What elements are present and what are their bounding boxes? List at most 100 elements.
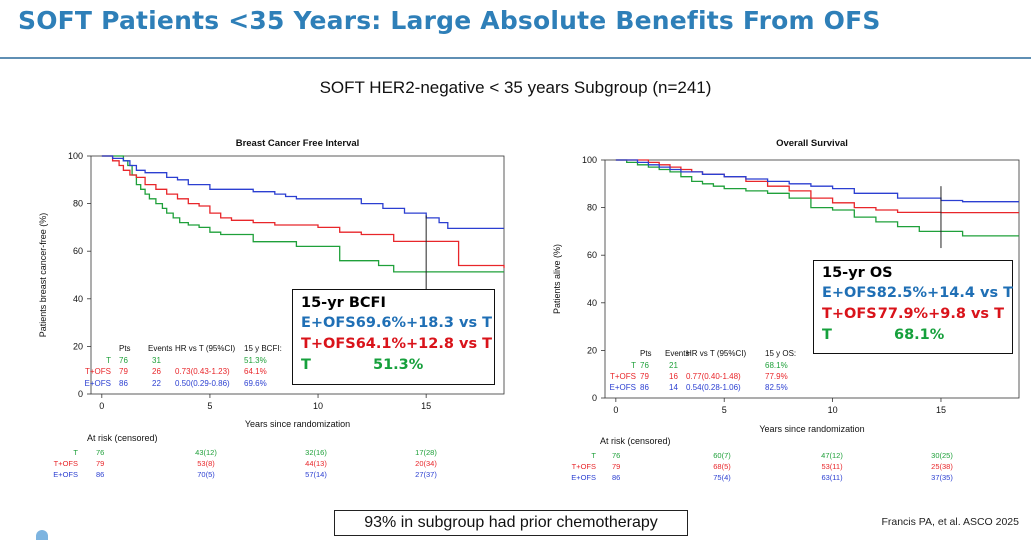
at-risk-value: 47(12) xyxy=(821,451,843,460)
x-axis-label: Years since randomization xyxy=(759,424,864,434)
prior-chemo-footnote: 93% in subgroup had prior chemotherapy xyxy=(334,510,688,536)
plot-frame xyxy=(604,159,1020,399)
at-risk-value: 27(37) xyxy=(415,470,437,479)
legend-events: 21 xyxy=(669,361,678,370)
km-curve-t-ofs xyxy=(615,159,1019,214)
at-risk-value: 75(4) xyxy=(713,473,731,482)
at-risk-arm: T xyxy=(591,451,596,460)
y-tick-label: 40 xyxy=(587,298,597,308)
at-risk-arm: E+OFS xyxy=(571,473,596,482)
legend-hr: 0.77(0.40-1.48) xyxy=(686,372,741,381)
y-tick-label: 0 xyxy=(78,389,83,399)
summary-arm: T+OFS xyxy=(301,336,356,352)
legend-hr: 0.50(0.29-0.86) xyxy=(175,379,230,388)
at-risk-value: 79 xyxy=(96,459,104,468)
legend-events: 26 xyxy=(152,367,161,376)
legend-events: 16 xyxy=(669,372,678,381)
at-risk-label: At risk (censored) xyxy=(87,433,158,443)
at-risk-value: 20(34) xyxy=(415,459,437,468)
legend-pts: 76 xyxy=(640,361,649,370)
y-tick-label: 60 xyxy=(73,246,83,256)
legend-header: HR vs T (95%CI) xyxy=(175,344,235,353)
logo-fragment xyxy=(36,530,48,540)
at-risk-arm: T+OFS xyxy=(572,462,596,471)
legend-events: 31 xyxy=(152,356,161,365)
summary-delta: +14.4 vs T xyxy=(927,285,1014,301)
at-risk-value: 25(38) xyxy=(931,462,953,471)
legend-rate: 69.6% xyxy=(244,379,267,388)
y-tick-label: 100 xyxy=(68,151,83,161)
x-tick-label: 0 xyxy=(99,401,104,411)
legend-rate: 64.1% xyxy=(244,367,267,376)
at-risk-value: 57(14) xyxy=(305,470,327,479)
summary-rate: 51.3% xyxy=(373,357,424,373)
at-risk-value: 43(12) xyxy=(195,448,217,457)
at-risk-value: 32(16) xyxy=(305,448,327,457)
km-curve-t-ofs xyxy=(101,155,505,268)
os-summary-row-t: T 68.1% xyxy=(822,325,1004,346)
title-divider xyxy=(0,57,1031,59)
bcfi-summary-row-eofs: E+OFS 69.6% +18.3 vs T xyxy=(301,313,492,334)
summary-arm: E+OFS xyxy=(822,285,877,301)
legend-pts: 79 xyxy=(640,372,649,381)
os-summary-row-tofs: T+OFS 77.9% +9.8 vs T xyxy=(822,304,1004,325)
km-curve-e-ofs xyxy=(101,155,504,230)
y-tick-label: 100 xyxy=(582,155,597,165)
legend-events: 22 xyxy=(152,379,161,388)
x-tick-label: 15 xyxy=(421,401,431,411)
y-axis-label: Patients alive (%) xyxy=(552,244,562,314)
legend-arm: E+OFS xyxy=(85,379,111,388)
legend-header: HR vs T (95%CI) xyxy=(686,349,746,358)
at-risk-value: 86 xyxy=(612,473,620,482)
slide-title: SOFT Patients <35 Years: Large Absolute … xyxy=(18,6,881,35)
at-risk-label: At risk (censored) xyxy=(600,436,671,446)
os-summary-row-eofs: E+OFS 82.5% +14.4 vs T xyxy=(822,283,1013,304)
legend-header: 15 y BCFI: xyxy=(244,344,282,353)
legend-header: Pts xyxy=(640,349,652,358)
legend-rate: 68.1% xyxy=(765,361,788,370)
legend-pts: 86 xyxy=(119,379,128,388)
legend-rate: 51.3% xyxy=(244,356,267,365)
summary-arm: T+OFS xyxy=(822,306,877,322)
x-tick-label: 5 xyxy=(722,405,727,415)
summary-rate: 77.9% xyxy=(877,306,929,322)
at-risk-value: 44(13) xyxy=(305,459,327,468)
chart-title: Breast Cancer Free Interval xyxy=(236,138,360,149)
x-tick-label: 0 xyxy=(613,405,618,415)
at-risk-value: 70(5) xyxy=(197,470,215,479)
legend-rate: 77.9% xyxy=(765,372,788,381)
legend-arm: T+OFS xyxy=(85,367,111,376)
y-tick-label: 20 xyxy=(587,345,597,355)
summary-delta: +12.8 vs T xyxy=(406,336,493,352)
summary-rate: 64.1% xyxy=(355,336,407,352)
os-summary-heading: 15-yr OS xyxy=(822,265,893,281)
citation: Francis PA, et al. ASCO 2025 xyxy=(881,516,1019,528)
legend-hr: 0.54(0.28-1.06) xyxy=(686,383,741,392)
at-risk-value: 86 xyxy=(96,470,104,479)
summary-rate: 82.5% xyxy=(876,285,928,301)
at-risk-value: 76 xyxy=(96,448,104,457)
x-tick-label: 15 xyxy=(936,405,946,415)
x-tick-label: 10 xyxy=(828,405,838,415)
summary-arm: T xyxy=(822,327,832,343)
at-risk-value: 30(25) xyxy=(931,451,953,460)
summary-rate: 68.1% xyxy=(894,327,945,343)
bcfi-summary-row-t: T 51.3% xyxy=(301,355,486,376)
y-tick-label: 80 xyxy=(587,203,597,213)
at-risk-arm: T xyxy=(73,448,78,457)
legend-pts: 79 xyxy=(119,367,128,376)
legend-arm: T+OFS xyxy=(610,372,636,381)
summary-arm: E+OFS xyxy=(301,315,356,331)
os-summary-box: 15-yr OS E+OFS 82.5% +14.4 vs T T+OFS 77… xyxy=(813,260,1013,354)
at-risk-value: 60(7) xyxy=(713,451,731,460)
legend-pts: 76 xyxy=(119,356,128,365)
legend-events: 14 xyxy=(669,383,678,392)
x-tick-label: 5 xyxy=(207,401,212,411)
legend-header: Events xyxy=(148,344,172,353)
legend-header: 15 y OS: xyxy=(765,349,796,358)
at-risk-value: 37(35) xyxy=(931,473,953,482)
legend-arm: E+OFS xyxy=(610,383,636,392)
y-axis-label: Patients breast cancer-free (%) xyxy=(38,213,48,338)
summary-arm: T xyxy=(301,357,311,373)
